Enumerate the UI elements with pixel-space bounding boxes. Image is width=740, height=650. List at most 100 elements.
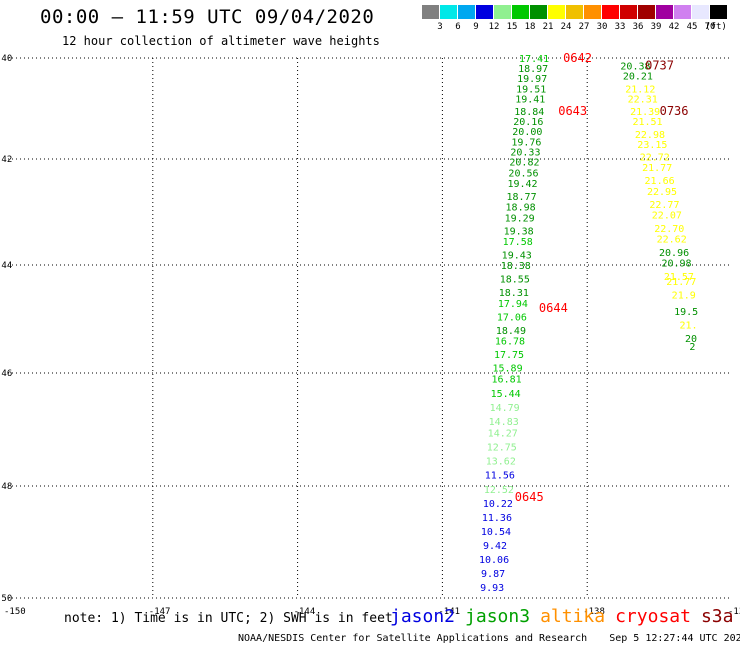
wave-height-value: 21.39 [630,107,660,118]
legend-swatch [638,5,656,19]
wave-height-value: 12.52 [484,485,514,496]
wave-height-value: 21.51 [632,117,662,128]
wave-height-value: 22.62 [657,235,687,246]
pass-time-label: 0642 [563,51,592,65]
wave-height-value: 21.77 [642,163,672,174]
wave-height-value: 18.84 [514,107,544,118]
wave-height-value: 18.98 [506,203,536,214]
pass-time-label: 0645 [515,490,544,504]
wave-height-value: 21.9 [672,291,696,302]
legend-swatch [512,5,530,19]
legend-bin-label: 30 [596,22,608,32]
legend-bin-label: 33 [614,22,626,32]
wave-height-value: 18.31 [499,288,529,299]
wave-height-value: 22.98 [635,130,665,141]
wave-height-value: 19.51 [516,84,546,95]
wave-height-value: 20 [685,334,697,345]
graticule [8,57,732,599]
satellite-jason3-label: jason3 [465,606,531,627]
lat-tick-label: -48 [0,482,12,492]
legend-swatch [566,5,584,19]
wave-height-value: 19.41 [515,94,545,105]
wave-height-value: 16.81 [492,375,522,386]
wave-height-value: 13.62 [486,457,516,468]
wave-height-value: 22.77 [649,200,679,211]
wave-height-value: 20.33 [510,147,540,158]
satellite-legend: jason2 jason3 altika cryosat s3a [390,606,740,627]
wave-height-value: 22.31 [628,94,658,105]
legend-unit: (ft) [705,22,727,32]
lon-tick-label: -147 [149,607,171,617]
wave-height-value: 18.97 [518,64,548,75]
legend-bin-label: 21 [542,22,554,32]
lat-tick-label: -50 [0,594,12,604]
wave-height-value: 9.42 [483,541,507,552]
footer-note: note: 1) Time is in UTC; 2) SWH is in fe… [64,611,393,626]
legend-bin-label: 15 [506,22,518,32]
wave-height-value: 20.96 [659,248,689,259]
lat-tick-label: -42 [0,155,12,165]
credit-line: NOAA/NESDIS Center for Satellite Applica… [238,633,740,644]
wave-height-value: 22.95 [647,187,677,198]
lat-tick-label: -40 [0,54,12,64]
wave-height-value: 10.22 [483,499,513,510]
wave-height-value: 20.98 [661,258,691,269]
wave-height-value: 21.57 [664,272,694,283]
wave-height-value: 17.75 [494,350,524,361]
wave-height-value: 21.12 [625,84,655,95]
wave-height-value: 21. [680,320,698,331]
wave-height-value: 20.38 [620,62,650,73]
pass-time-labels: 0642 0643 0644 0645 0737 0736 [515,51,689,504]
legend-bin-label: 24 [560,22,572,32]
wave-height-value: 17.06 [497,312,527,323]
legend-swatch [620,5,638,19]
wave-height-value: 10.54 [481,527,511,538]
wave-height-value: 18.77 [507,192,537,203]
pass-time-label: 0644 [539,301,568,315]
satellite-s3a-label: s3a [700,606,734,627]
pass-time-label: 0643 [558,104,587,118]
wave-height-value: 16.78 [495,337,525,348]
lon-tick-label: -144 [294,607,316,617]
page-title: 00:00 – 11:59 UTC 09/04/2020 [40,6,375,28]
pass-time-label: 0737 [645,59,674,73]
legend-labels: 3 6 9 12 15 18 21 24 27 30 33 36 39 42 45 70 (ft) [422,22,732,34]
wave-height-value: 9.87 [481,569,505,580]
legend-swatch [530,5,548,19]
wave-height-value: 20.00 [512,127,542,138]
wave-height-value: 20.21 [623,72,653,83]
credit-text: NOAA/NESDIS Center for Satellite Applica… [238,633,588,644]
axis-labels: -40 -42 -44 -46 -48 -50 -150 -147 -144 -141 -138 -1… [0,54,740,617]
wave-height-value: 14.79 [490,403,520,414]
legend-bin-label: 36 [632,22,644,32]
wave-height-value: 20.82 [509,158,539,169]
wave-height-value: 19.42 [507,179,537,190]
lat-tick-label: -44 [0,261,12,271]
legend-swatches [422,5,728,19]
wave-height-value: 18.55 [500,275,530,286]
wave-height-value: 19.38 [504,227,534,238]
wave-height-value: 15.44 [491,389,521,400]
legend-bin-label: 3 [437,22,443,32]
legend-bin-label: 45 [686,22,698,32]
wave-height-value: 9.93 [480,583,504,594]
lon-tick-label: -141 [438,607,460,617]
legend-swatch [458,5,476,19]
wave-height-value: 19.97 [517,74,547,85]
legend-swatch [656,5,674,19]
generated-timestamp: Sep 5 12:27:44 UTC 2020 [609,633,740,644]
legend-swatch [602,5,620,19]
satellite-altika-label: altika [540,606,606,627]
legend-bin-label: 39 [650,22,662,32]
legend-swatch [494,5,512,19]
wave-height-value: 18.49 [496,326,526,337]
wave-height-value: 21.77 [666,277,696,288]
legend-swatch [584,5,602,19]
color-legend: 3 6 9 12 15 18 21 24 27 30 33 36 39 42 45 70 (ft) [422,5,728,32]
wave-height-value: 12.75 [487,442,517,453]
legend-swatch [548,5,566,19]
wave-height-value: 11.56 [485,471,515,482]
legend-swatch [440,5,458,19]
